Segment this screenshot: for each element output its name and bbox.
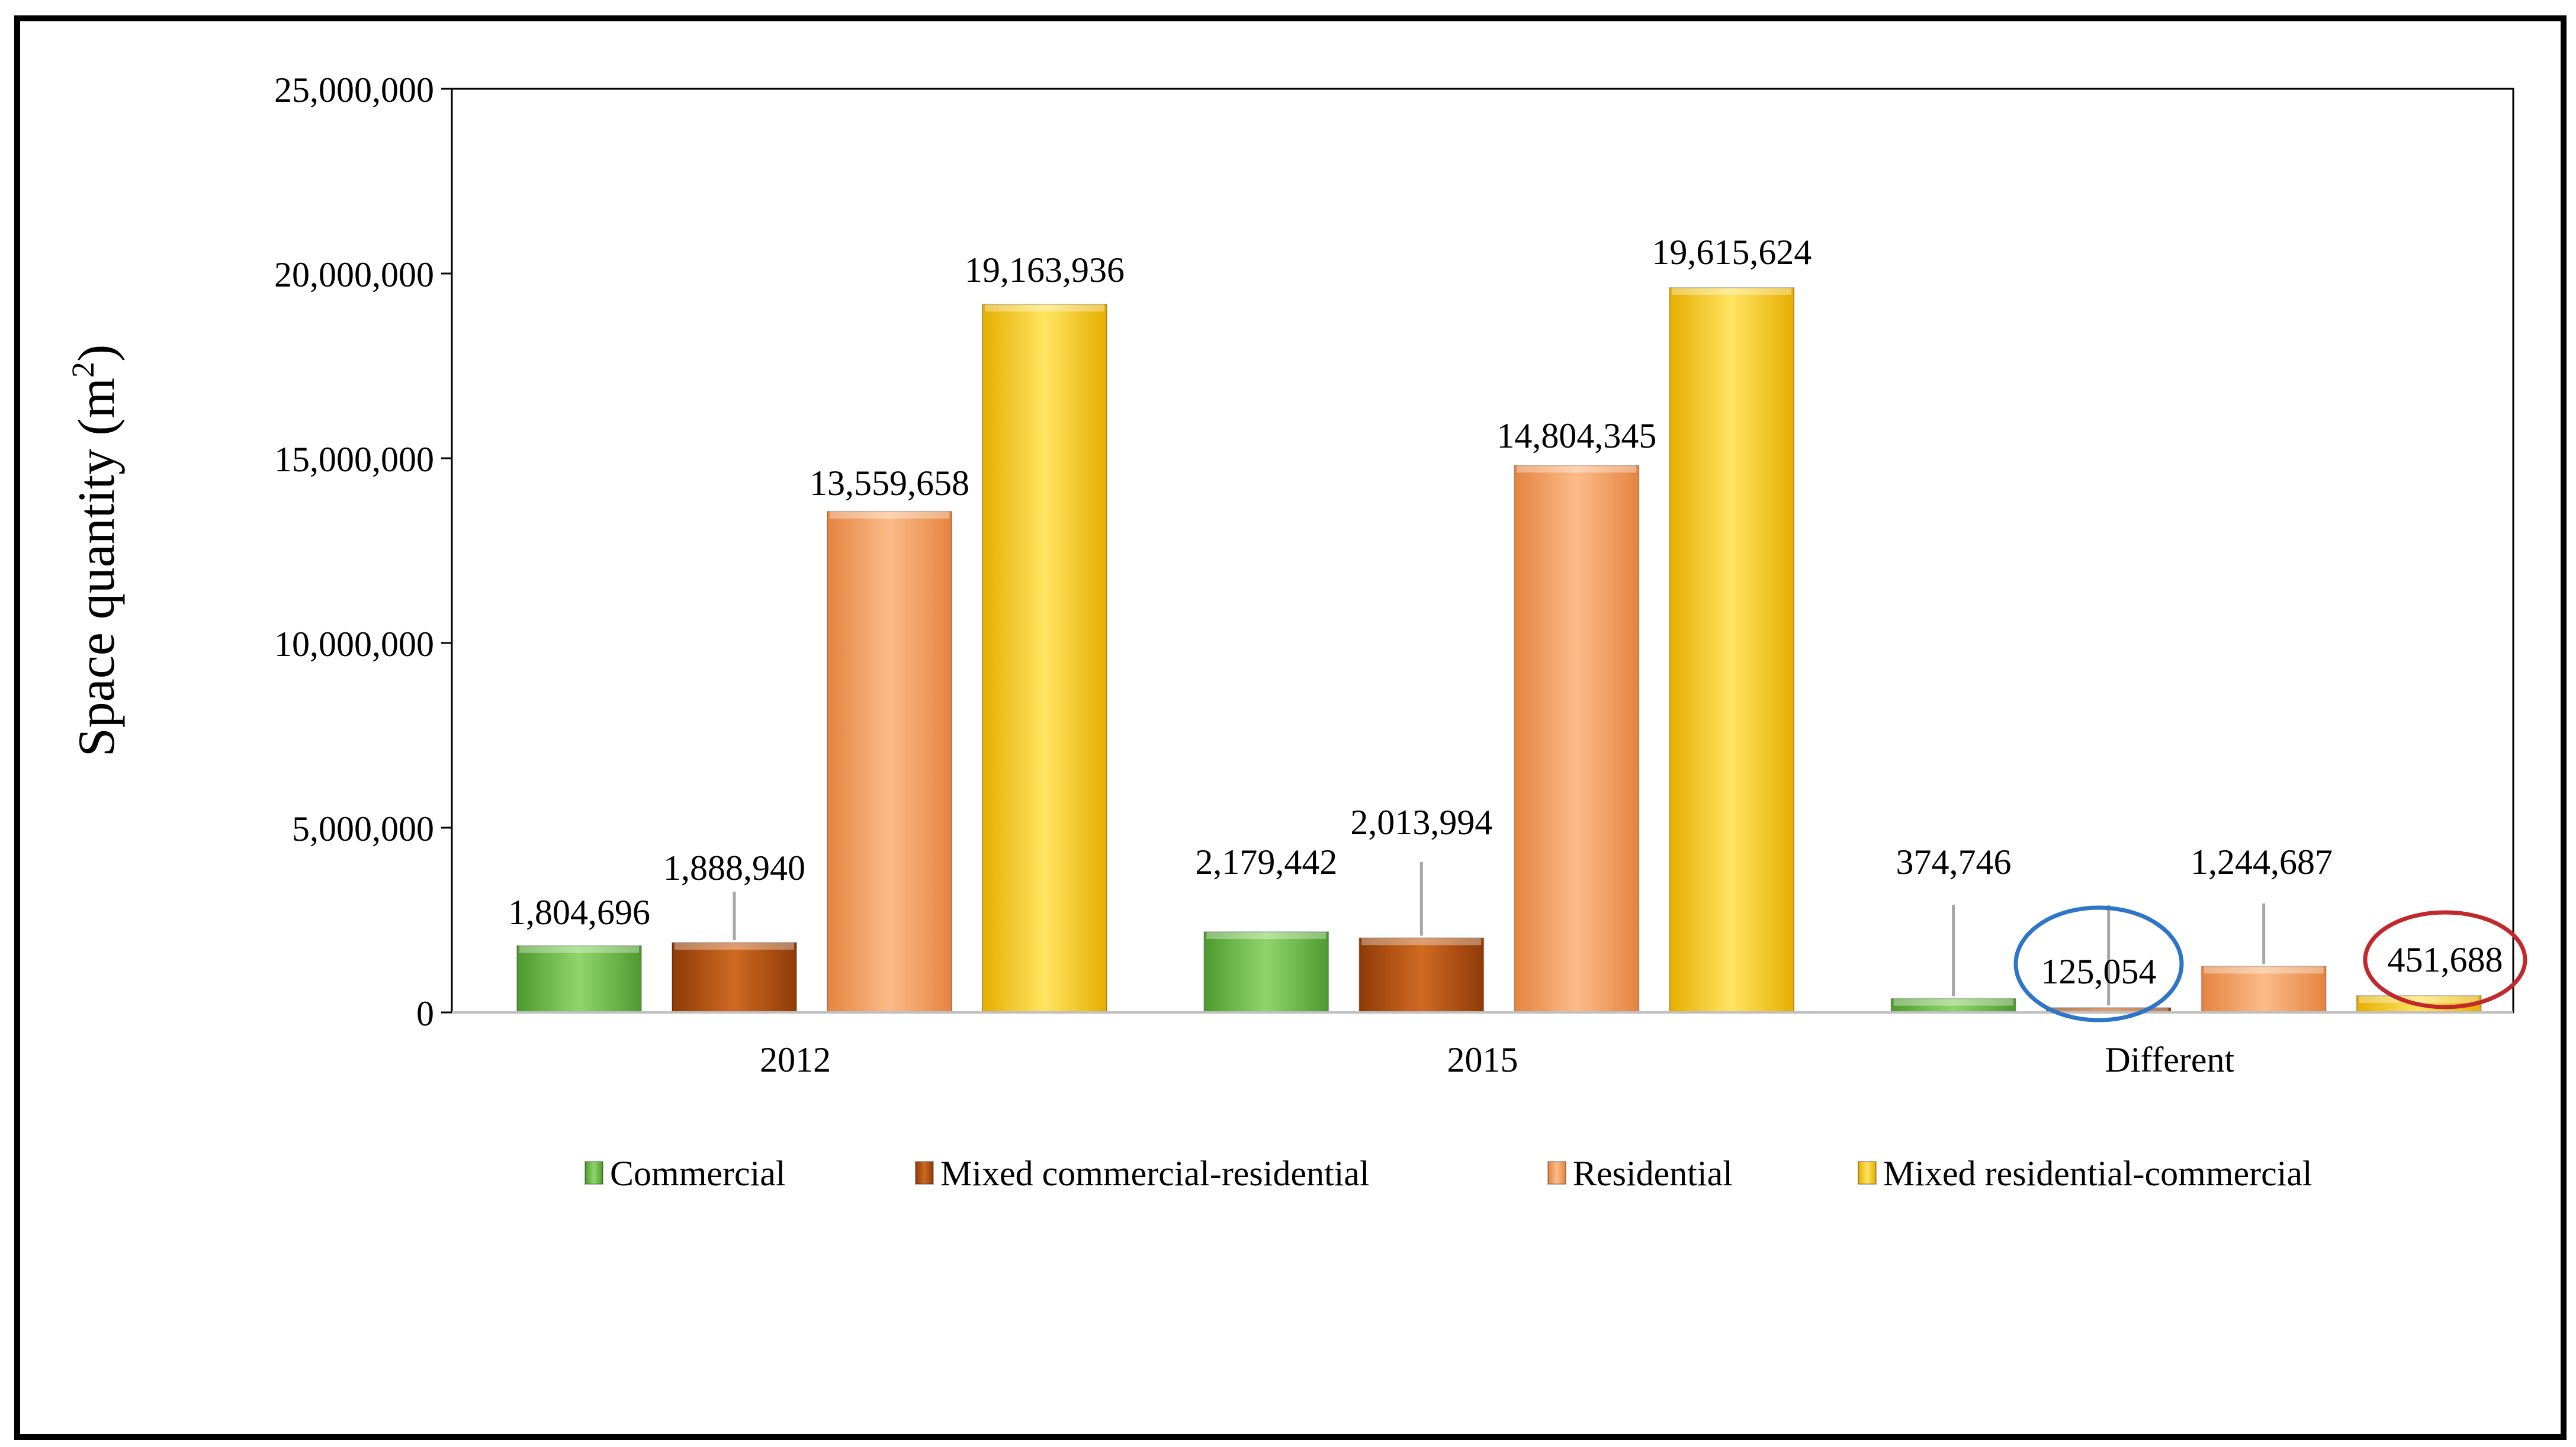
bar-chart: 0 5,000,000 10,000,000 15,000,000 20,000,000…: [65, 70, 2527, 1193]
bar-data-labels: 1,804,696 2,179,442 374,746 1,888,940 2,013,…: [508, 233, 2503, 991]
y-tick-label: 25,000,000: [274, 70, 434, 110]
data-label: 2,179,442: [1195, 843, 1337, 882]
legend-swatch: [1858, 1161, 1877, 1185]
data-label: 13,559,658: [810, 464, 969, 503]
y-tick-label: 0: [416, 994, 434, 1033]
bar-mixed-residential-commercial-different: [2356, 995, 2482, 1014]
bar-bevel: [519, 946, 639, 953]
y-tick-label: 20,000,000: [274, 255, 434, 294]
data-label: 451,688: [2388, 940, 2503, 979]
x-tick-label: Different: [2105, 1040, 2234, 1079]
bar-mixed-residential-commercial-2015: [1669, 287, 1795, 1013]
chart-frame: 0 5,000,000 10,000,000 15,000,000 20,000,000…: [14, 15, 2567, 1440]
bar-bevel: [1893, 998, 2013, 1006]
label-callout-lines: [733, 862, 2266, 1006]
legend-swatch: [584, 1161, 603, 1185]
bar-mixed-residential-commercial-2012: [982, 304, 1107, 1013]
bar-bevel: [674, 943, 794, 950]
bar-residential-2012: [827, 510, 952, 1013]
y-tick-label: 5,000,000: [292, 809, 434, 848]
bar-bevel: [830, 511, 949, 519]
x-tick-label: 2012: [760, 1040, 831, 1079]
bar-residential-different: [2201, 966, 2327, 1014]
bar-commercial-2012: [516, 945, 642, 1013]
y-tick-label: 15,000,000: [274, 440, 434, 479]
highlight-ellipse-red: [2363, 910, 2527, 1009]
data-label: 14,804,345: [1496, 416, 1656, 455]
bar-mixed-commercial-residential-2015: [1358, 937, 1485, 1014]
x-axis: 2012 2015 Different: [452, 1011, 2513, 1079]
bar-commercial-2015: [1203, 931, 1329, 1013]
data-label: 1,888,940: [663, 848, 805, 888]
legend-label: Mixed commercial-residential: [940, 1154, 1370, 1193]
data-label: 1,244,687: [2190, 843, 2333, 882]
data-label: 374,746: [1896, 843, 2012, 882]
legend-label: Commercial: [610, 1154, 786, 1193]
highlight-ellipse-blue: [2013, 905, 2184, 1022]
annotations: [2013, 905, 2527, 1022]
bar-mixed-commercial-residential-2012: [672, 942, 797, 1013]
legend-label: Mixed residential-commercial: [1883, 1154, 2312, 1193]
x-tick-label: 2015: [1447, 1040, 1518, 1079]
legend-swatch: [1547, 1161, 1566, 1185]
y-axis: 0 5,000,000 10,000,000 15,000,000 20,000,000…: [274, 70, 452, 1033]
bar-bevel: [1672, 287, 1792, 295]
legend: Commercial Mixed commercial-residential Re…: [584, 1154, 2312, 1193]
data-label: 2,013,994: [1350, 803, 1492, 842]
bar-bevel: [985, 304, 1104, 312]
data-label: 125,054: [2041, 952, 2157, 991]
bar-bevel: [1517, 465, 1637, 473]
data-label: 19,163,936: [965, 250, 1125, 290]
bar-bevel: [1206, 932, 1326, 940]
data-label: 19,615,624: [1652, 233, 1811, 272]
plot-area: [451, 88, 2514, 1014]
bar-bevel: [2048, 1008, 2169, 1012]
y-tick-label: 10,000,000: [274, 625, 434, 664]
bar-residential-2015: [1514, 465, 1640, 1013]
legend-swatch: [915, 1161, 934, 1185]
bar-bevel: [2359, 995, 2479, 1003]
bar-bevel: [1361, 938, 1482, 946]
y-axis-title: Space quantity (m2): [65, 345, 126, 757]
data-label: 1,804,696: [508, 893, 650, 932]
bars: [516, 287, 2482, 1014]
bar-bevel: [2204, 966, 2324, 974]
legend-label: Residential: [1573, 1154, 1733, 1193]
